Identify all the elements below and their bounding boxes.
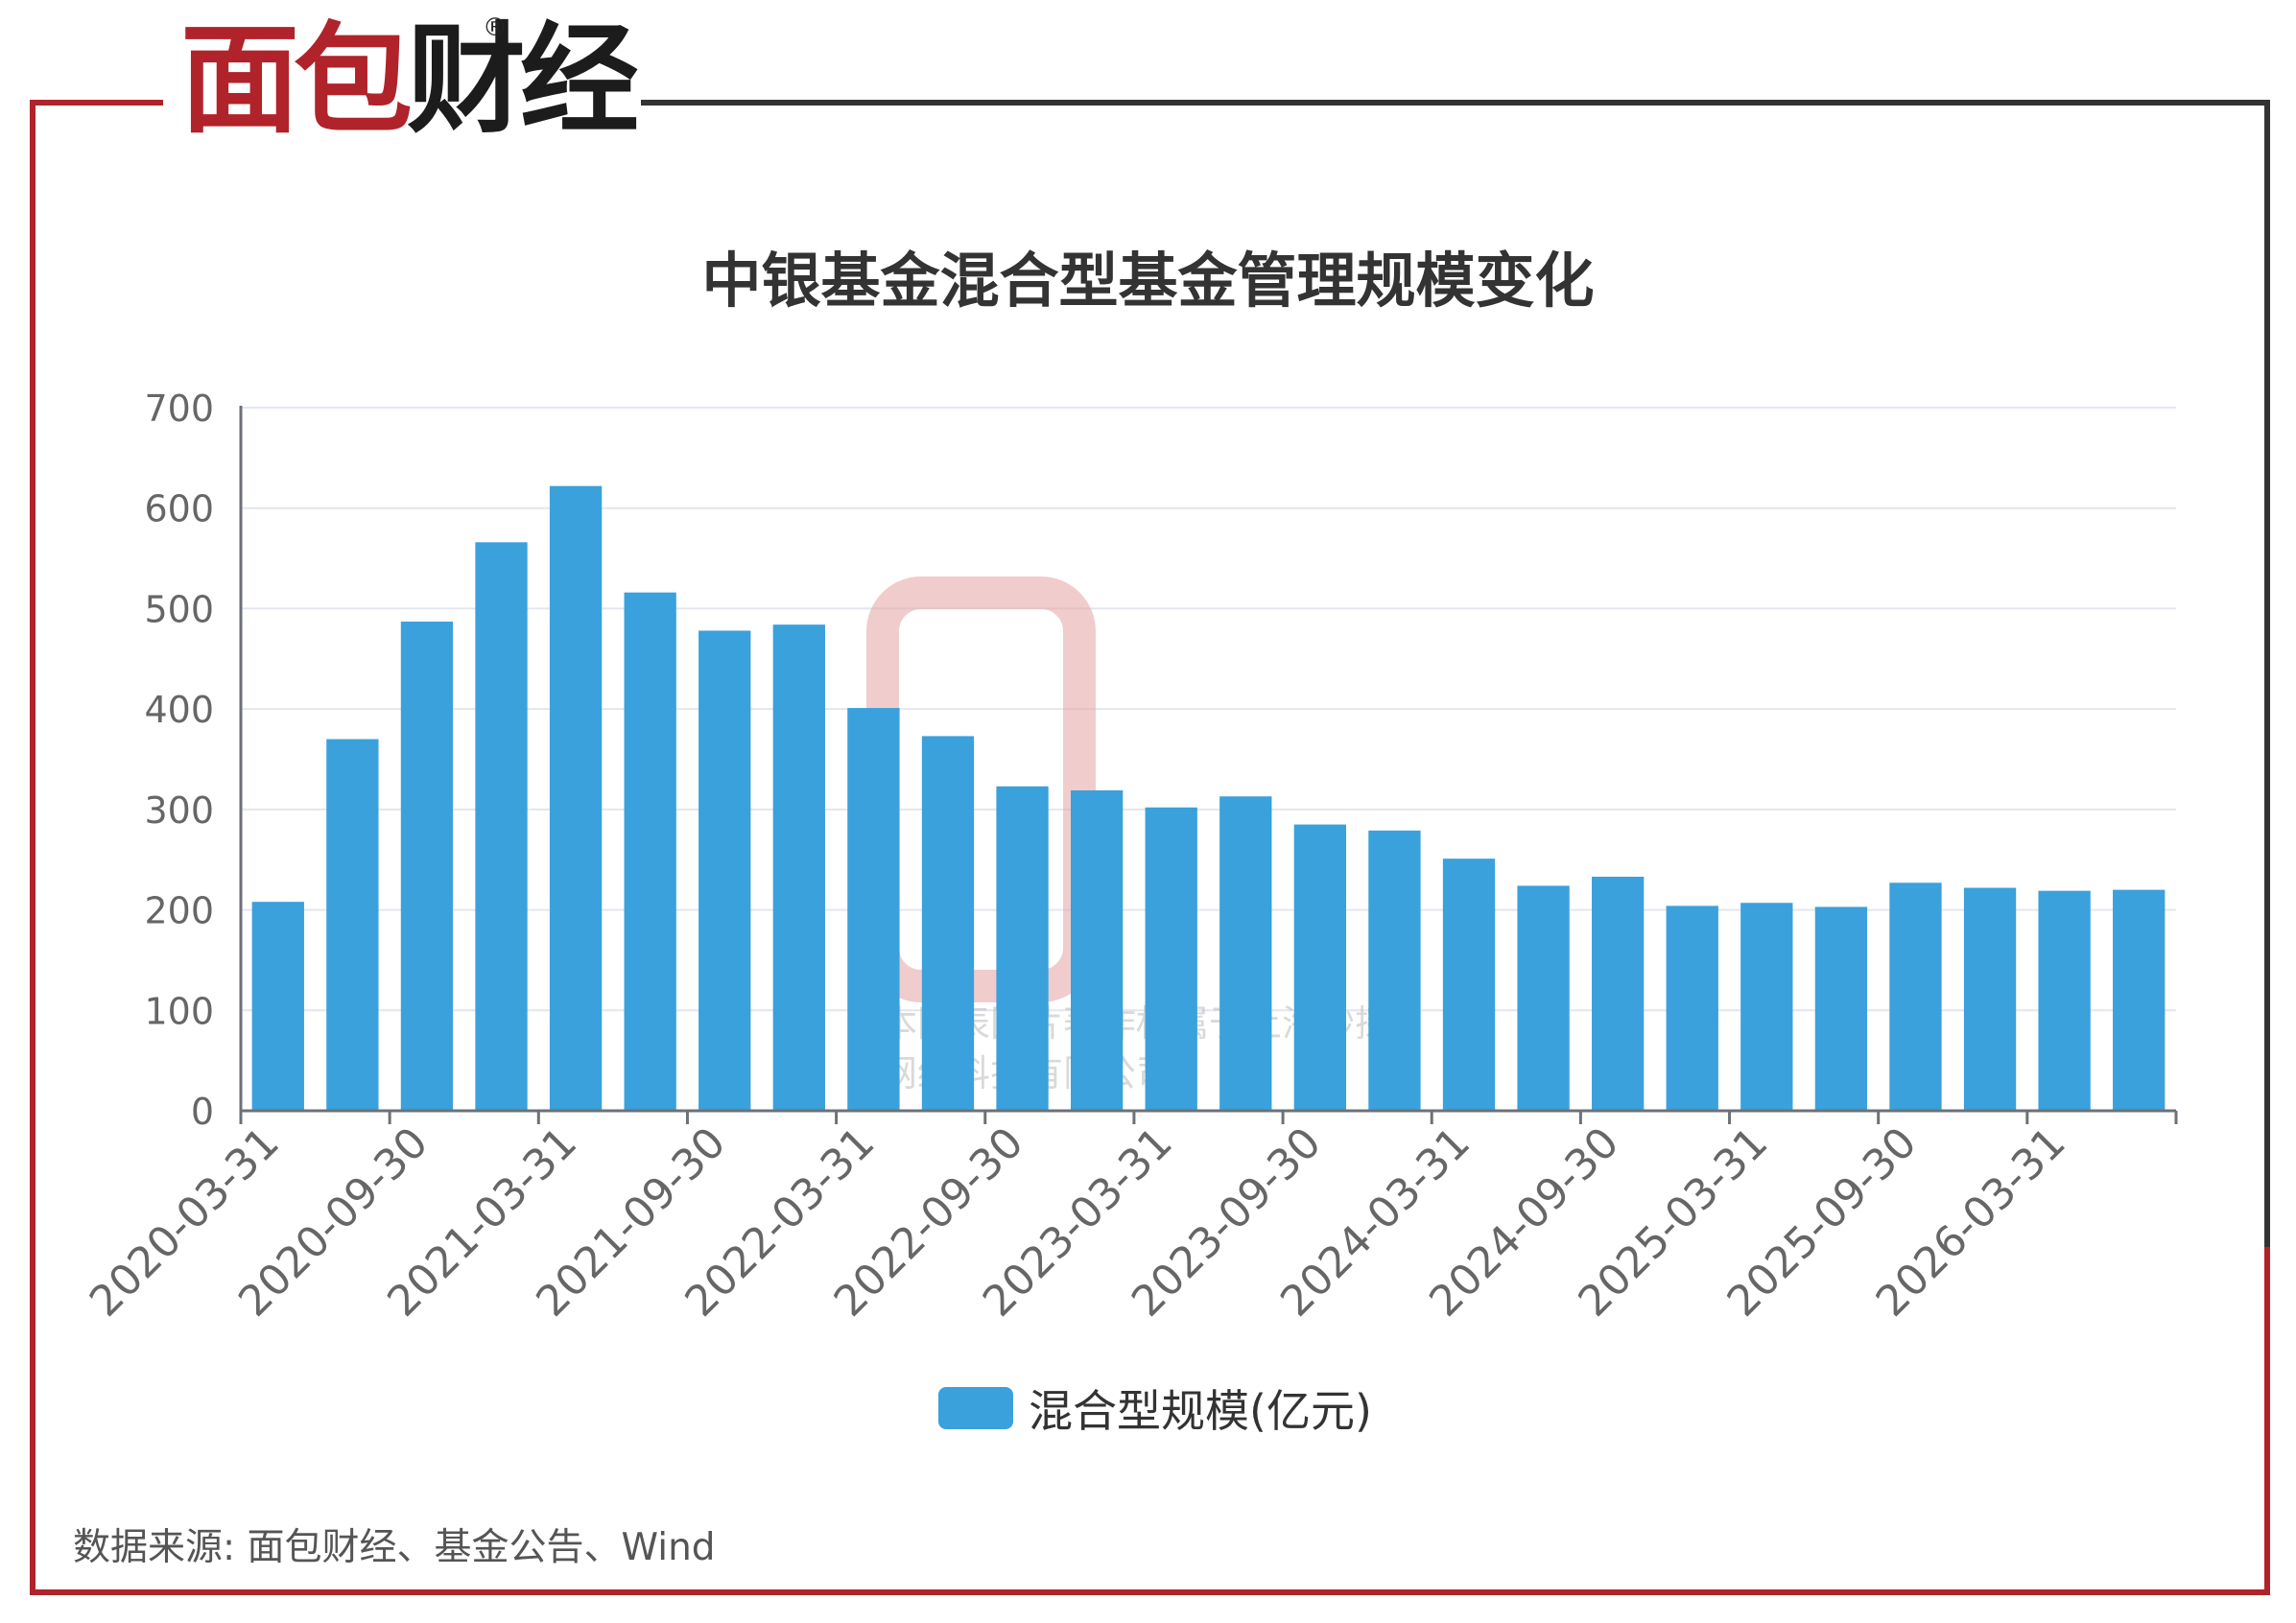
bar xyxy=(1814,906,1868,1111)
bar xyxy=(772,624,825,1111)
bar xyxy=(996,786,1049,1111)
bar xyxy=(2038,890,2091,1111)
bar xyxy=(2113,889,2166,1111)
bar xyxy=(1368,830,1421,1111)
bar xyxy=(475,542,528,1111)
bar xyxy=(1889,882,1942,1111)
gridlines xyxy=(241,407,2176,1012)
y-tick-label: 0 xyxy=(191,1091,214,1133)
bar xyxy=(251,902,304,1111)
brand-logo: 面包财经 ® xyxy=(173,15,642,140)
y-tick-label: 600 xyxy=(144,488,214,530)
y-tick-label: 500 xyxy=(144,588,214,630)
y-tick-label: 700 xyxy=(144,388,214,430)
chart-title: 中银基金混合型基金管理规模变化 xyxy=(701,246,1595,316)
axes xyxy=(239,406,2176,1113)
y-axis-ticks: 0 100 200 300 400 500 600 700 xyxy=(144,388,214,1133)
bar xyxy=(1740,903,1793,1111)
legend-label: 混合型规模(亿元) xyxy=(1029,1385,1372,1437)
bar xyxy=(1592,877,1645,1111)
bar xyxy=(847,708,900,1111)
legend[interactable]: 混合型规模(亿元) xyxy=(938,1383,1372,1437)
y-tick-label: 400 xyxy=(144,689,214,731)
bar xyxy=(1145,807,1197,1111)
y-tick-label: 200 xyxy=(144,890,214,932)
bar xyxy=(1517,885,1570,1111)
bar xyxy=(698,630,751,1111)
data-source: 数据来源: 面包财经、基金公告、Wind xyxy=(73,1526,716,1569)
bar xyxy=(1070,789,1124,1111)
bar xyxy=(400,622,454,1111)
legend-swatch xyxy=(938,1387,1013,1429)
bar xyxy=(549,485,603,1112)
y-tick-label: 300 xyxy=(144,789,214,832)
bar xyxy=(624,592,676,1111)
bar xyxy=(921,736,975,1111)
y-tick-label: 100 xyxy=(144,990,214,1032)
bar xyxy=(1666,906,1718,1111)
bar xyxy=(1219,796,1272,1111)
bar xyxy=(1293,824,1347,1111)
bar xyxy=(1442,859,1496,1111)
bar xyxy=(326,739,379,1111)
x-axis-ticks: 2020-03-312020-09-302021-03-312021-09-30… xyxy=(81,1111,2178,1327)
bar xyxy=(1963,887,2017,1111)
watermark-seal-shape xyxy=(866,576,1096,1002)
bars xyxy=(251,485,2166,1112)
